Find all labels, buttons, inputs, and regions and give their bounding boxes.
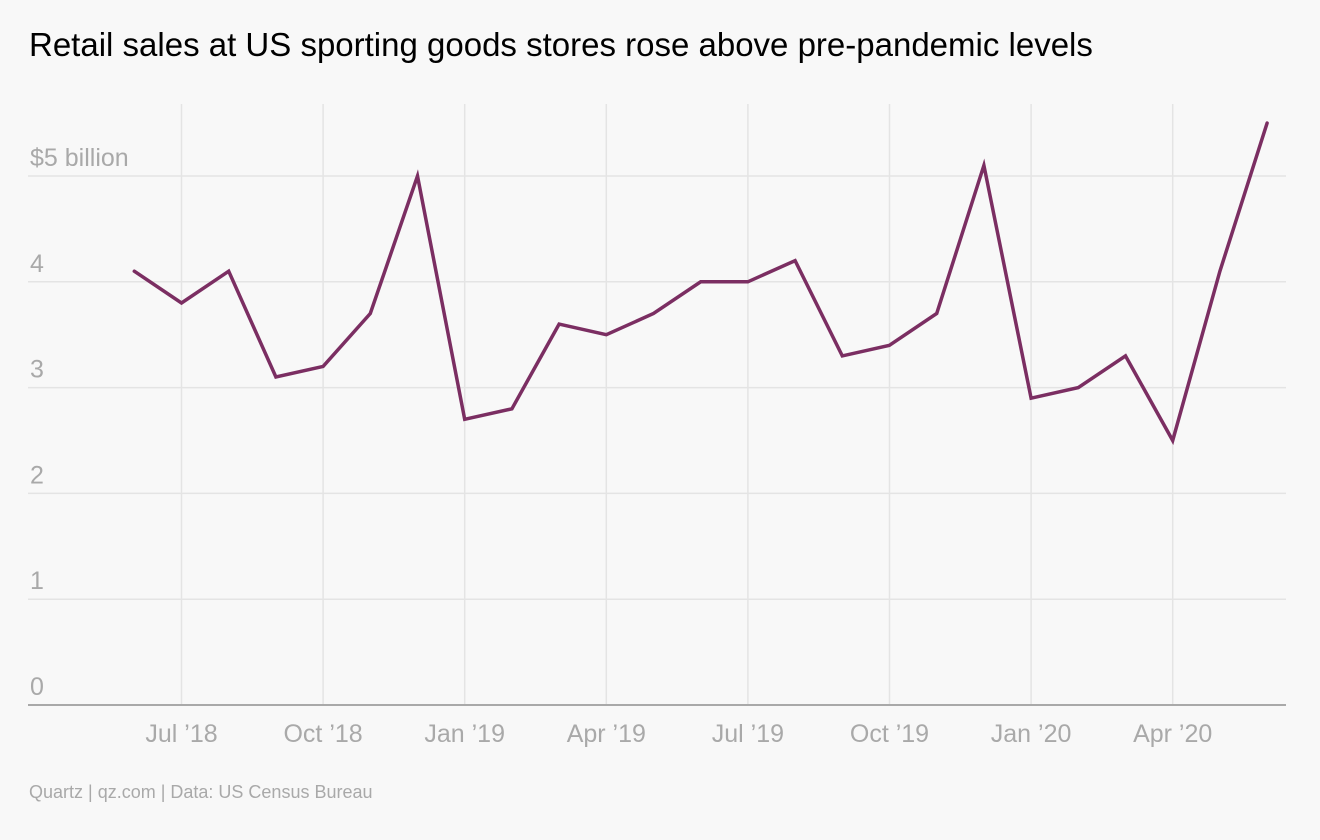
horizontal-gridlines bbox=[28, 175, 1286, 600]
y-axis-labels: 0 1 2 3 4 $5 billion bbox=[30, 144, 129, 701]
x-tick-label: Jan ’19 bbox=[424, 720, 505, 748]
series-group bbox=[132, 121, 1269, 446]
y-tick-label: $5 billion bbox=[30, 144, 129, 172]
x-axis-labels: Jul ’18 Oct ’18 Jan ’19 Apr ’19 Jul ’19 Oct ’… bbox=[145, 720, 1212, 748]
y-tick-label: 4 bbox=[30, 250, 44, 278]
x-tick-label: Apr ’19 bbox=[567, 720, 646, 748]
x-tick-label: Jul ’19 bbox=[712, 720, 784, 748]
vertical-gridlines bbox=[180, 104, 1174, 705]
source-note: Quartz | qz.com | Data: US Census Bureau bbox=[29, 782, 373, 802]
y-tick-label: 2 bbox=[30, 461, 44, 489]
y-tick-label: 3 bbox=[30, 356, 44, 384]
x-tick-label: Apr ’20 bbox=[1133, 720, 1212, 748]
x-tick-label: Oct ’19 bbox=[850, 720, 929, 748]
chart-title: Retail sales at US sporting goods stores… bbox=[29, 26, 1093, 63]
x-tick-label: Oct ’18 bbox=[283, 720, 362, 748]
x-tick-label: Jan ’20 bbox=[991, 720, 1072, 748]
x-tick-label: Jul ’18 bbox=[145, 720, 217, 748]
series-line bbox=[132, 121, 1269, 446]
y-tick-label: 0 bbox=[30, 673, 44, 701]
y-tick-label: 1 bbox=[30, 567, 44, 595]
